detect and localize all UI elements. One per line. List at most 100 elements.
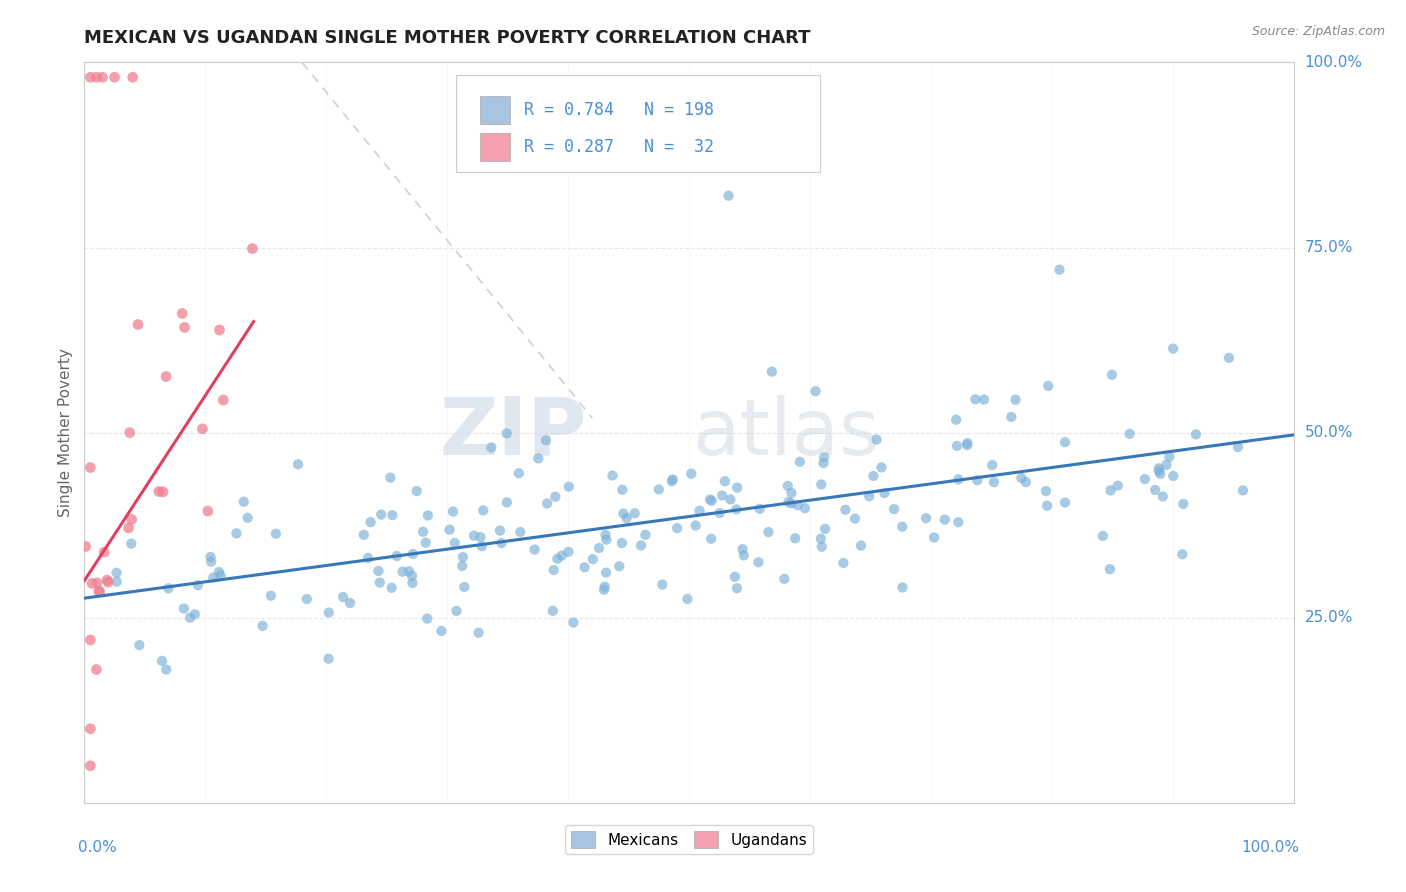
Point: [623, 506, 645, 520]
Point: [610, 536, 633, 550]
Point: [79, 460, 101, 475]
Point: [412, 524, 434, 539]
Point: [973, 392, 995, 407]
Point: [551, 549, 574, 563]
Point: [915, 511, 938, 525]
Text: 50.0%: 50.0%: [1305, 425, 1353, 440]
Point: [1147, 461, 1170, 475]
Point: [191, 422, 214, 436]
Point: [558, 480, 581, 494]
Point: [648, 483, 671, 497]
Point: [873, 486, 896, 500]
Point: [983, 475, 1005, 490]
Point: [385, 549, 408, 563]
Point: [117, 521, 139, 535]
Y-axis label: Single Mother Poverty: Single Mother Poverty: [58, 348, 73, 517]
Point: [1091, 529, 1114, 543]
Point: [1049, 262, 1071, 277]
Point: [865, 433, 887, 447]
Point: [451, 550, 474, 565]
Point: [367, 564, 389, 578]
Point: [731, 542, 754, 557]
Point: [948, 515, 970, 529]
Point: [546, 551, 568, 566]
Point: [541, 604, 564, 618]
Point: [1144, 483, 1167, 497]
Legend: Mexicans, Ugandans: Mexicans, Ugandans: [565, 824, 813, 855]
Point: [79, 722, 101, 736]
Point: [612, 507, 634, 521]
Point: [1107, 478, 1129, 492]
Point: [543, 563, 565, 577]
Point: [402, 547, 425, 561]
Point: [582, 552, 605, 566]
FancyBboxPatch shape: [456, 75, 820, 172]
Text: 100.0%: 100.0%: [1241, 840, 1299, 855]
Point: [748, 501, 770, 516]
Point: [416, 611, 439, 625]
Text: 100.0%: 100.0%: [1305, 55, 1362, 70]
Point: [948, 472, 970, 486]
Point: [150, 654, 173, 668]
Point: [441, 505, 464, 519]
Point: [595, 528, 617, 542]
Point: [1185, 427, 1208, 442]
Point: [602, 468, 624, 483]
Point: [685, 518, 707, 533]
Point: [79, 632, 101, 647]
Point: [588, 541, 610, 555]
Point: [666, 521, 689, 535]
Point: [634, 528, 657, 542]
Point: [651, 577, 673, 591]
Point: [91, 70, 114, 85]
Point: [689, 504, 711, 518]
Point: [332, 590, 354, 604]
Point: [1036, 499, 1059, 513]
Point: [1171, 547, 1194, 561]
Point: [172, 306, 194, 320]
Point: [810, 477, 832, 491]
Point: [574, 560, 596, 574]
Point: [157, 582, 180, 596]
Point: [121, 70, 143, 85]
Point: [966, 473, 988, 487]
Point: [858, 489, 880, 503]
Point: [607, 559, 630, 574]
Point: [1161, 342, 1184, 356]
Point: [1053, 435, 1076, 450]
Point: [862, 469, 884, 483]
Point: [415, 535, 437, 549]
Point: [1173, 497, 1195, 511]
Point: [956, 436, 979, 450]
Point: [401, 569, 423, 583]
Point: [184, 607, 207, 622]
Point: [121, 512, 143, 526]
Point: [86, 663, 108, 677]
Point: [495, 495, 517, 509]
Point: [1226, 440, 1249, 454]
Point: [471, 539, 494, 553]
Point: [1101, 368, 1123, 382]
Point: [593, 582, 616, 597]
Point: [758, 525, 780, 540]
Point: [236, 510, 259, 524]
Point: [1159, 450, 1181, 464]
Point: [1133, 472, 1156, 486]
Text: R = 0.287   N =  32: R = 0.287 N = 32: [524, 138, 714, 156]
Point: [155, 663, 177, 677]
Point: [79, 758, 101, 772]
Point: [86, 575, 108, 590]
Point: [536, 496, 558, 510]
Point: [956, 438, 979, 452]
Point: [381, 581, 404, 595]
Point: [544, 490, 567, 504]
Point: [714, 475, 737, 489]
Point: [699, 492, 721, 507]
Point: [934, 513, 956, 527]
Point: [252, 619, 274, 633]
Point: [981, 458, 1004, 472]
Point: [1053, 495, 1076, 509]
Point: [353, 528, 375, 542]
Point: [118, 425, 141, 440]
Text: MEXICAN VS UGANDAN SINGLE MOTHER POVERTY CORRELATION CHART: MEXICAN VS UGANDAN SINGLE MOTHER POVERTY…: [84, 29, 811, 47]
